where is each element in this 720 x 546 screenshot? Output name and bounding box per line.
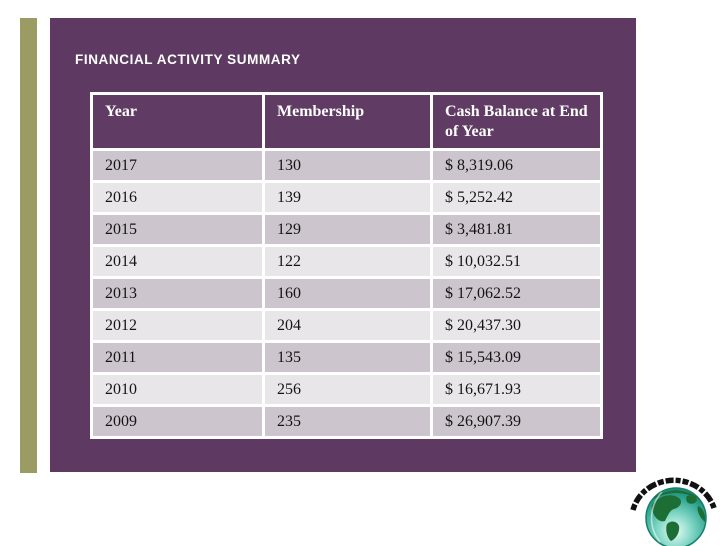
table-header-row: Year Membership Cash Balance at End of Y…: [90, 92, 603, 151]
membership-cell: 160: [262, 276, 433, 311]
globe-icon: [645, 487, 707, 546]
cash-balance-cell: $ 8,319.06: [430, 148, 603, 183]
membership-cell: 235: [262, 404, 433, 439]
cash-balance-cell: $ 26,907.39: [430, 404, 603, 439]
year-cell: 2012: [90, 308, 265, 343]
column-header-year: Year: [90, 92, 265, 151]
column-header-membership: Membership: [262, 92, 433, 151]
financial-table-container: Year Membership Cash Balance at End of Y…: [90, 92, 603, 439]
membership-cell: 256: [262, 372, 433, 407]
year-cell: 2017: [90, 148, 265, 183]
cash-balance-cell: $ 20,437.30: [430, 308, 603, 343]
cash-balance-cell: $ 16,671.93: [430, 372, 603, 407]
membership-cell: 122: [262, 244, 433, 279]
membership-cell: 139: [262, 180, 433, 215]
year-cell: 2010: [90, 372, 265, 407]
year-cell: 2016: [90, 180, 265, 215]
cash-balance-cell: $ 3,481.81: [430, 212, 603, 247]
column-header-cash-balance: Cash Balance at End of Year: [430, 92, 603, 151]
year-cell: 2011: [90, 340, 265, 375]
slide-panel: FINANCIAL ACTIVITY SUMMARY Year Membersh…: [50, 18, 636, 472]
globe-logo: [630, 477, 717, 546]
accent-stripe: [20, 18, 37, 473]
year-cell: 2009: [90, 404, 265, 439]
membership-cell: 204: [262, 308, 433, 343]
table-row: 2015 129 $ 3,481.81: [90, 212, 603, 247]
membership-cell: 130: [262, 148, 433, 183]
financial-activity-table: Year Membership Cash Balance at End of Y…: [90, 92, 603, 439]
membership-cell: 129: [262, 212, 433, 247]
table-row: 2014 122 $ 10,032.51: [90, 244, 603, 279]
cash-balance-cell: $ 15,543.09: [430, 340, 603, 375]
page-title: FINANCIAL ACTIVITY SUMMARY: [75, 52, 301, 67]
table-row: 2011 135 $ 15,543.09: [90, 340, 603, 375]
table-row: 2012 204 $ 20,437.30: [90, 308, 603, 343]
year-cell: 2014: [90, 244, 265, 279]
year-cell: 2013: [90, 276, 265, 311]
year-cell: 2015: [90, 212, 265, 247]
table-row: 2017 130 $ 8,319.06: [90, 148, 603, 183]
cash-balance-cell: $ 10,032.51: [430, 244, 603, 279]
logo-arc-text: [630, 477, 717, 511]
table-row: 2016 139 $ 5,252.42: [90, 180, 603, 215]
table-row: 2013 160 $ 17,062.52: [90, 276, 603, 311]
cash-balance-cell: $ 17,062.52: [430, 276, 603, 311]
membership-cell: 135: [262, 340, 433, 375]
table-row: 2010 256 $ 16,671.93: [90, 372, 603, 407]
cash-balance-cell: $ 5,252.42: [430, 180, 603, 215]
table-row: 2009 235 $ 26,907.39: [90, 404, 603, 439]
